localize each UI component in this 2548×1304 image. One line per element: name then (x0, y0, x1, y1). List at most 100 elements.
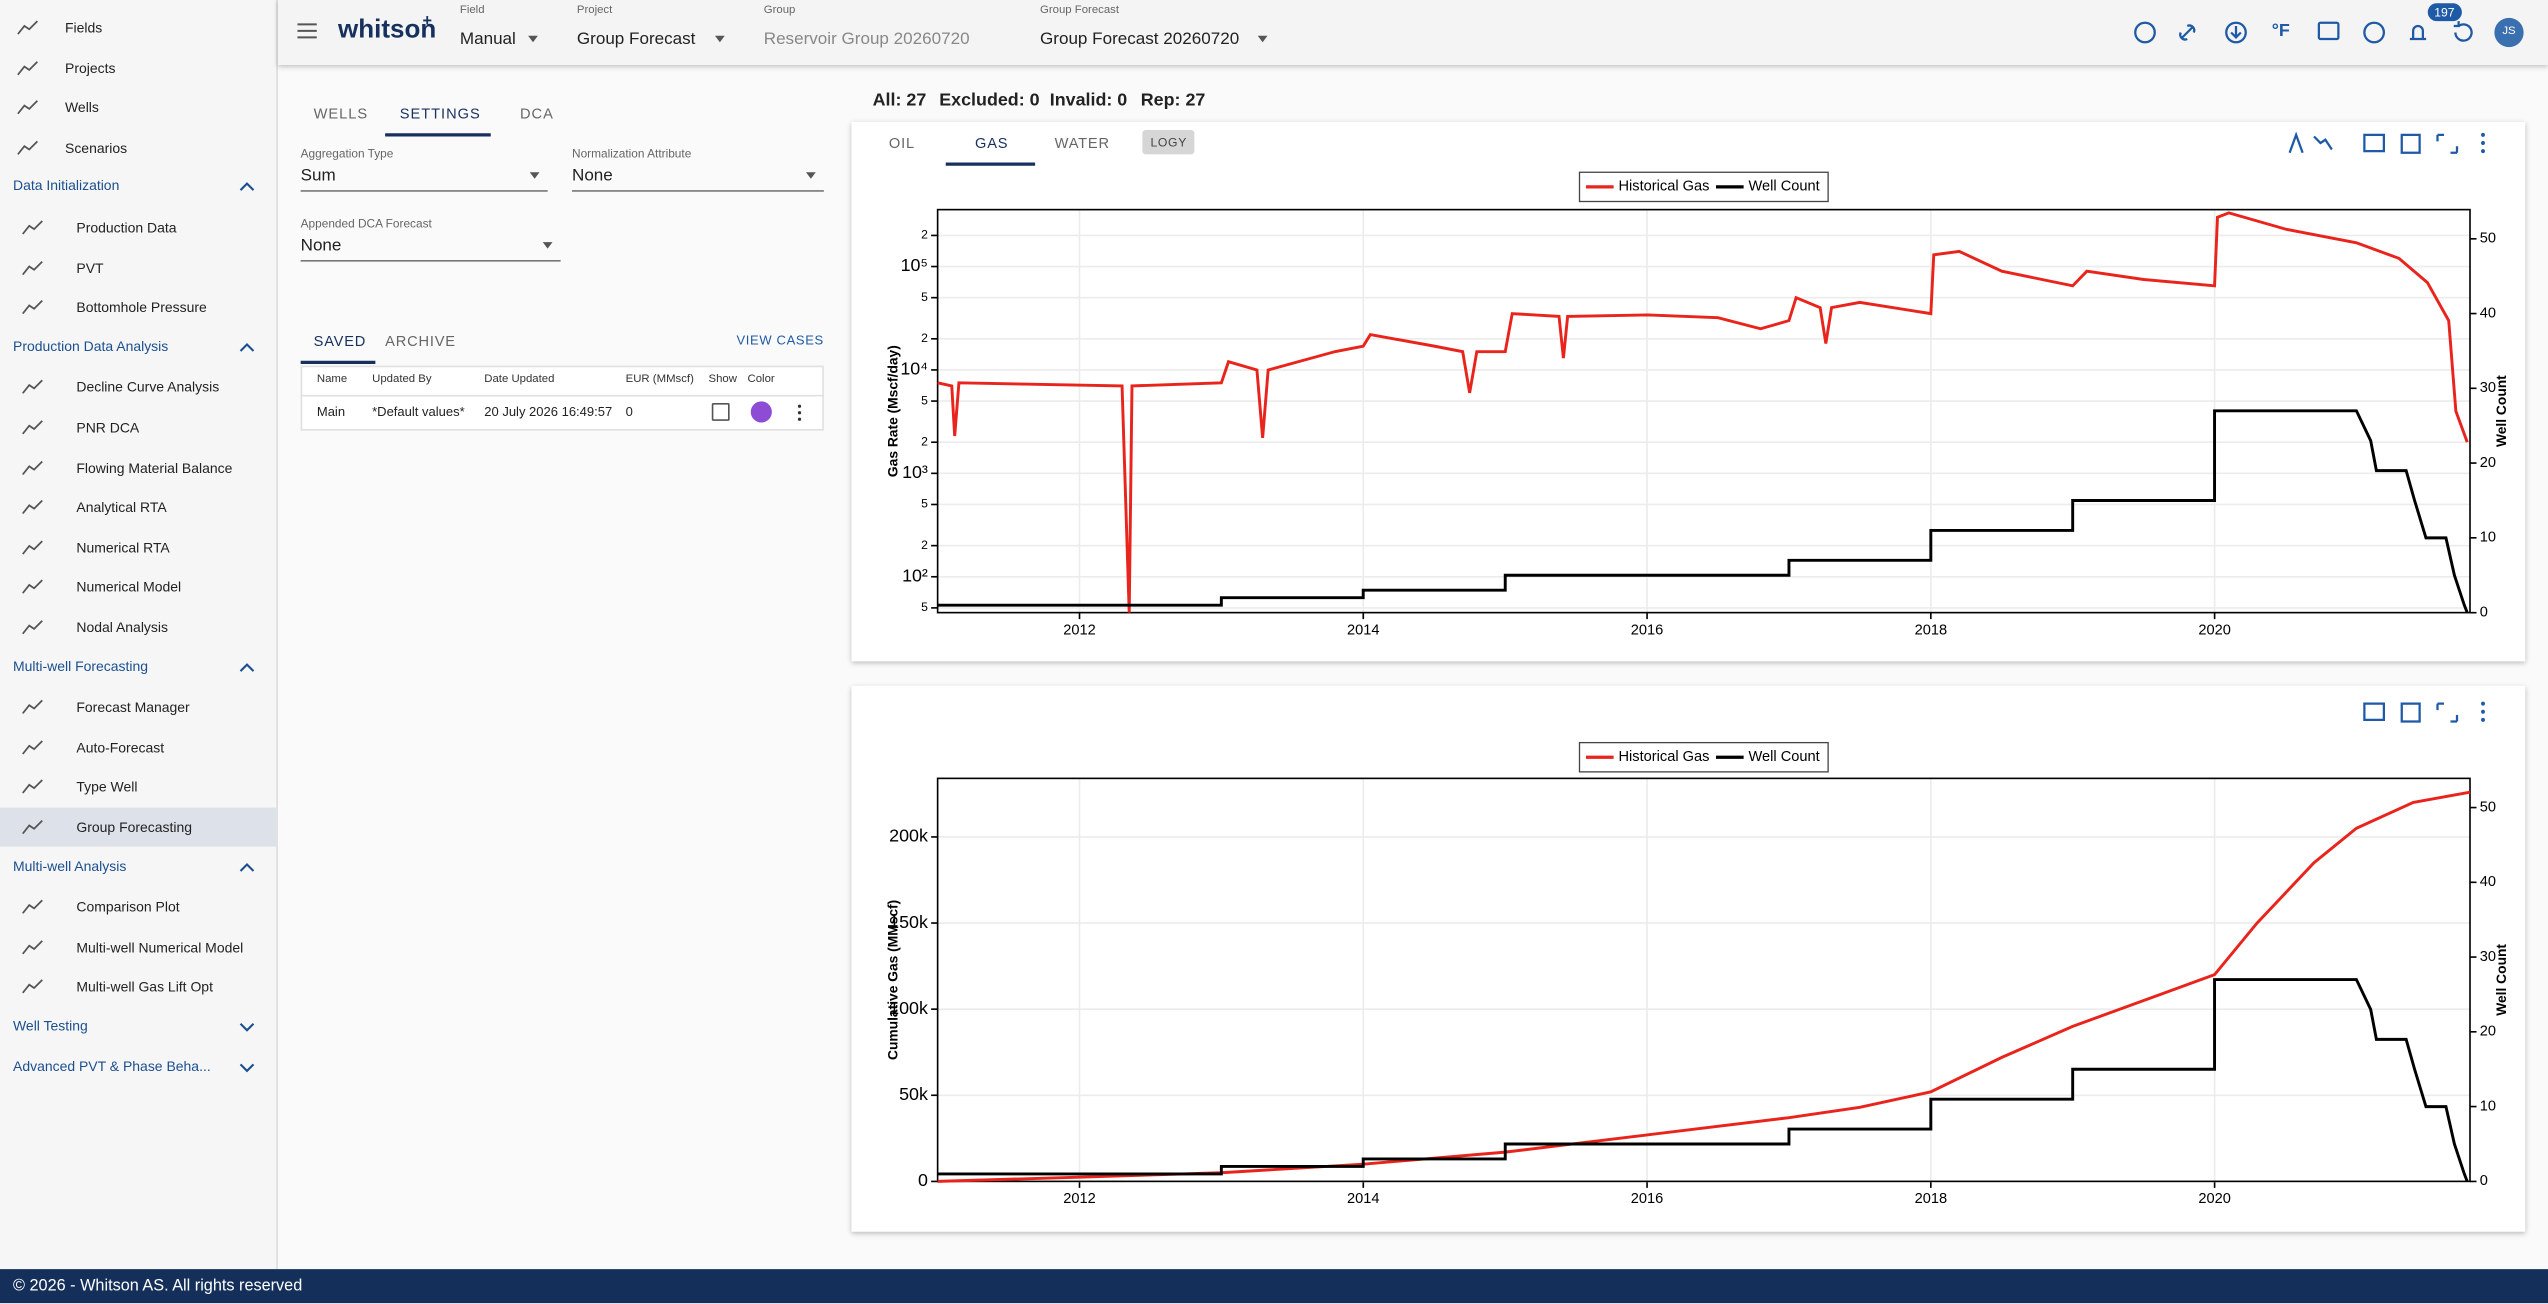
nav-item[interactable]: Decline Curve Analysis (76, 379, 220, 396)
dropdown-arrow[interactable] (528, 35, 538, 43)
y-tick-label: 2 (921, 434, 928, 448)
dropdown-arrow[interactable] (715, 35, 725, 43)
field-value[interactable]: Group Forecast (576, 29, 696, 49)
tab[interactable]: DCA (520, 105, 554, 122)
field-underline (572, 190, 824, 192)
nav-icon (22, 420, 43, 435)
nav-section[interactable]: Well Testing (13, 1017, 88, 1034)
checkbox[interactable] (711, 403, 730, 421)
color-swatch[interactable] (750, 401, 772, 423)
settings-panel: WELLS SETTINGS DCA Aggregation Type Sum Norma… (300, 81, 824, 455)
chevron[interactable] (239, 1060, 255, 1073)
nav-item[interactable]: Wells (65, 99, 99, 116)
dropdown-arrow[interactable] (806, 172, 816, 179)
nav-icon (17, 60, 39, 75)
column-header: Color (747, 373, 775, 386)
nav-item[interactable]: Multi-well Numerical Model (76, 938, 244, 956)
y-tick-label: 2 (921, 538, 928, 552)
field-value[interactable]: Sum (300, 165, 336, 186)
kebab-dot[interactable] (797, 417, 802, 422)
y-tick-label: 200k (889, 826, 928, 846)
chevron[interactable] (239, 661, 255, 674)
nav-item[interactable]: Flowing Material Balance (76, 459, 233, 476)
nav-item[interactable]: PVT (76, 259, 104, 276)
y2-axis-label: Well Count (2493, 944, 2509, 1016)
case-tab[interactable]: SAVED (313, 333, 367, 350)
kebab-dot[interactable] (797, 404, 802, 409)
avatar[interactable]: JS (2494, 17, 2524, 48)
case-tab[interactable]: ARCHIVE (385, 333, 456, 350)
nav-item[interactable]: Multi-well Gas Lift Opt (76, 978, 213, 996)
nav-section[interactable]: Advanced PVT & Phase Beha... (13, 1057, 211, 1074)
x-tick-label: 2014 (1347, 1191, 1380, 1207)
series-line (937, 790, 2471, 1183)
nav-icon (22, 620, 43, 635)
nav-item[interactable]: Production Data (76, 219, 177, 236)
y2-tick-label: 40 (2480, 874, 2496, 890)
nav-section[interactable]: Multi-well Forecasting (13, 657, 149, 674)
chart: 2012 2014 2016 2018 2020 0 50k 100k 150k 200k 0 10 2… (884, 741, 2509, 1207)
dropdown-arrow[interactable] (1257, 35, 1268, 43)
link[interactable]: VIEW CASES (736, 333, 824, 348)
chevron[interactable] (239, 1021, 255, 1034)
x-tick-label: 2018 (1915, 622, 1948, 638)
nav-icon (22, 819, 43, 835)
nav-item[interactable]: Group Forecasting (76, 819, 193, 836)
field-value[interactable]: Manual (459, 29, 516, 49)
chart-tab[interactable]: OIL (888, 134, 915, 152)
nav-item[interactable]: Bottomhole Pressure (76, 299, 207, 316)
legend-box (1578, 171, 1829, 203)
nav-item[interactable]: Type Well (76, 779, 138, 796)
nav-item[interactable]: Scenarios (65, 139, 128, 156)
nav-item[interactable]: Analytical RTA (76, 499, 167, 516)
nav-item[interactable]: Comparison Plot (76, 898, 180, 916)
nav-item[interactable]: Numerical Model (76, 579, 182, 596)
field-underline (300, 190, 548, 192)
field-value[interactable]: Group Forecast 20260720 (1040, 29, 1240, 49)
kebab-dot[interactable] (797, 411, 802, 416)
tab-indicator (385, 133, 491, 137)
nav-item[interactable]: Projects (65, 59, 116, 76)
unit-toggle[interactable]: °F (2271, 21, 2290, 41)
chevron[interactable] (239, 341, 255, 354)
x-tick-label: 2012 (1063, 1191, 1096, 1207)
y2-tick-label: 50 (2480, 231, 2496, 247)
nav-item[interactable]: Forecast Manager (76, 699, 190, 716)
chart-tab[interactable]: WATER (1054, 134, 1110, 152)
cell: 20 July 2026 16:49:57 (484, 404, 613, 420)
brand-mark: + (422, 13, 432, 31)
x-tick-label: 2020 (2198, 1191, 2231, 1207)
field-value[interactable]: None (300, 235, 342, 256)
row-divider (300, 394, 824, 397)
menu-icon[interactable] (297, 23, 317, 39)
chevron[interactable] (239, 181, 255, 194)
chevron[interactable] (239, 861, 255, 874)
nav-item[interactable]: PNR DCA (76, 419, 140, 436)
nav-section[interactable]: Production Data Analysis (13, 337, 169, 354)
dropdown-arrow[interactable] (529, 172, 540, 179)
series-line (937, 211, 2469, 613)
nav-item[interactable]: Fields (65, 19, 103, 36)
tab[interactable]: SETTINGS (399, 105, 481, 122)
legend-label: Well Count (1749, 749, 1820, 765)
chart-tab[interactable]: GAS (975, 134, 1009, 152)
dropdown-arrow[interactable] (542, 242, 553, 249)
nav-icon (22, 700, 43, 715)
nav-icon (22, 460, 43, 475)
x-tick-label: 2020 (2198, 622, 2231, 638)
field-value[interactable]: Reservoir Group 20260720 (763, 29, 970, 49)
field-value[interactable]: None (572, 165, 613, 186)
tab[interactable]: WELLS (313, 105, 369, 122)
y-tick-label: 5 (921, 497, 928, 511)
summary: All: 27 (872, 91, 927, 111)
chart-card (851, 685, 2526, 1232)
nav-section[interactable]: Multi-well Analysis (13, 857, 127, 874)
nav-icon (22, 939, 43, 955)
nav-section[interactable]: Data Initialization (13, 177, 120, 195)
y-tick-label: 2 (921, 228, 928, 242)
x-tick-label: 2016 (1631, 1191, 1664, 1207)
nav-item[interactable]: Numerical RTA (76, 539, 170, 556)
nav-item[interactable]: Nodal Analysis (76, 619, 168, 636)
nav-item[interactable]: Auto-Forecast (76, 739, 165, 756)
chip[interactable]: LOGY (1142, 130, 1196, 155)
